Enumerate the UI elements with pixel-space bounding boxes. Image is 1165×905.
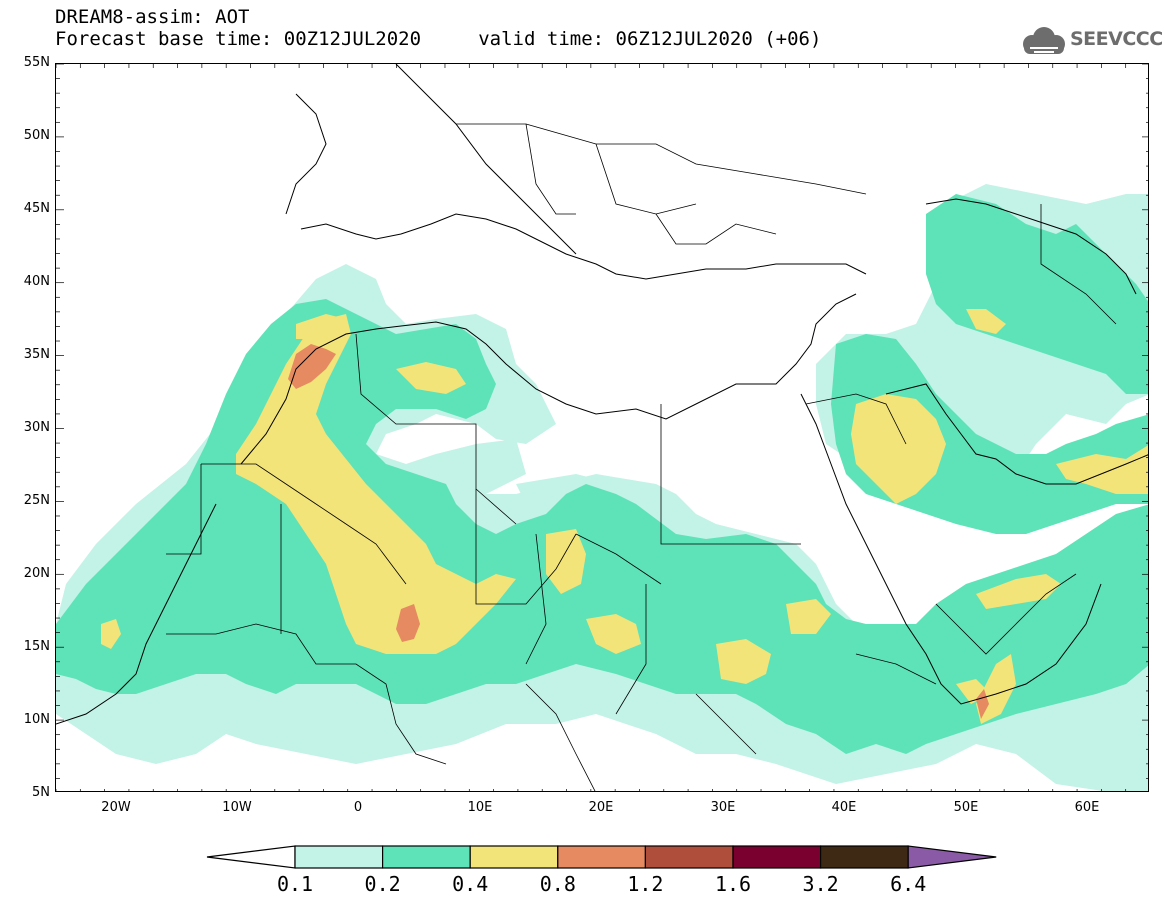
- lat-label: 40N: [23, 274, 50, 289]
- colorbar-level-label: 0.2: [364, 872, 401, 896]
- aot-map[interactable]: [56, 64, 1149, 792]
- lat-label: 25N: [23, 493, 50, 508]
- colorbar-cell: [819, 845, 909, 869]
- colorbar-over-arrow: [907, 845, 997, 869]
- country-borders: [166, 123, 1117, 791]
- colorbar-cell: [732, 845, 822, 869]
- aot-level-0.8: [288, 344, 989, 719]
- map-frame[interactable]: [55, 63, 1149, 792]
- lon-label: 40E: [831, 800, 857, 815]
- coastlines: [56, 64, 1148, 725]
- lon-label: 30E: [710, 800, 736, 815]
- lon-label: 60E: [1074, 800, 1100, 815]
- lat-label: 30N: [23, 420, 50, 435]
- lat-label: 50N: [23, 128, 50, 143]
- colorbar-cell: [294, 845, 384, 869]
- cloud-icon: [1023, 27, 1065, 54]
- map-grid-ticks: [56, 64, 1148, 791]
- colorbar-under-arrow: [206, 845, 296, 869]
- colorbar-level-label: 1.6: [714, 872, 752, 896]
- aot-level-0.2: [56, 194, 1148, 754]
- lon-label: 20W: [101, 800, 131, 815]
- lon-label: 0: [353, 800, 363, 815]
- logo-text: SEEVCCC: [1070, 28, 1163, 50]
- lat-label: 10N: [23, 712, 50, 727]
- lat-label: 45N: [23, 201, 50, 216]
- colorbar-cell: [557, 845, 646, 869]
- colorbar-cell: [644, 845, 734, 869]
- lat-label: 35N: [23, 347, 50, 362]
- lon-label: 10E: [467, 800, 493, 815]
- forecast-times: Forecast base time: 00Z12JUL2020 valid t…: [55, 28, 822, 50]
- lat-label: 15N: [23, 639, 50, 654]
- lat-label: 5N: [32, 785, 50, 800]
- map-title: DREAM8-assim: AOT: [55, 6, 250, 28]
- colorbar-cell: [382, 845, 471, 869]
- colorbar-level-label: 1.2: [627, 872, 664, 896]
- colorbar-level-label: 0.1: [276, 872, 314, 896]
- lat-label: 55N: [23, 55, 50, 70]
- colorbar-level-label: 0.8: [539, 872, 576, 896]
- lon-label: 20E: [588, 800, 614, 815]
- lat-label: 20N: [23, 566, 50, 581]
- colorbar-cell: [469, 845, 559, 869]
- lon-label: 50E: [953, 800, 979, 815]
- colorbar-level-label: 3.2: [802, 872, 839, 896]
- lon-label: 10W: [222, 800, 252, 815]
- colorbar-level-label: 0.4: [452, 872, 489, 896]
- colorbar: [206, 845, 997, 869]
- colorbar-level-label: 6.4: [890, 872, 927, 896]
